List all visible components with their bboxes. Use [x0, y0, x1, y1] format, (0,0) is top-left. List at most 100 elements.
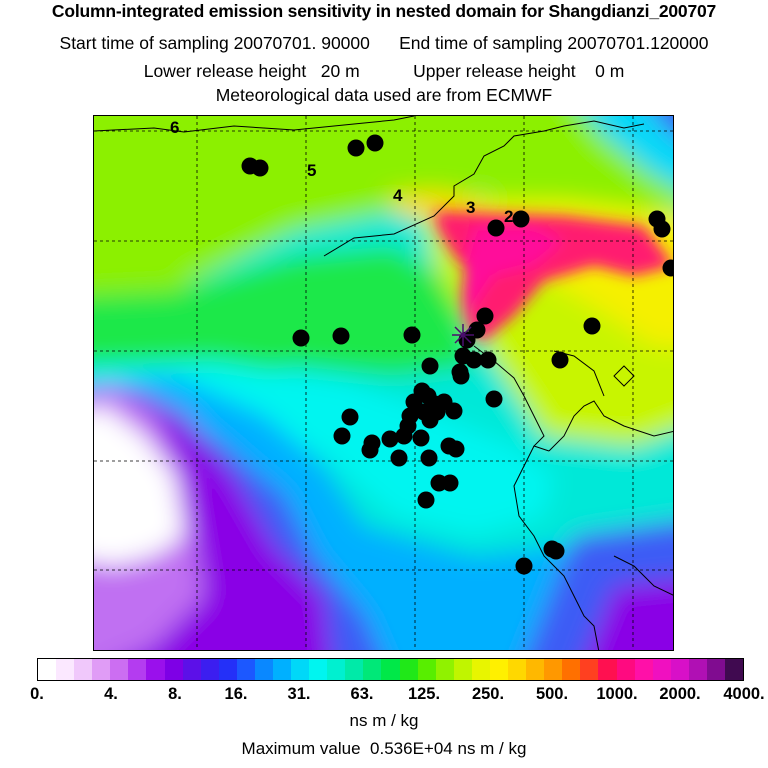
source-marker	[452, 367, 470, 385]
source-marker	[487, 219, 505, 237]
color-scale-tick-label: 31.	[287, 685, 311, 703]
color-swatch	[598, 659, 617, 680]
color-swatch	[544, 659, 563, 680]
upper-value: 0 m	[595, 61, 625, 81]
receptor-station-icon	[452, 324, 474, 346]
source-marker	[366, 134, 384, 152]
color-swatch	[327, 659, 346, 680]
source-marker	[412, 429, 430, 447]
color-swatch	[254, 659, 274, 680]
source-marker	[445, 402, 463, 420]
color-scale-bar	[37, 658, 744, 681]
release-heights: Lower release height 20 m Upper release …	[0, 61, 768, 82]
source-marker	[361, 441, 379, 459]
source-marker	[381, 430, 399, 448]
emission-field	[94, 116, 673, 650]
sampling-times: Start time of sampling 20070701. 90000 E…	[0, 33, 768, 54]
color-swatch	[182, 659, 201, 680]
color-swatch	[38, 659, 57, 680]
color-swatch	[74, 659, 93, 680]
color-swatch	[218, 659, 237, 680]
color-swatch	[345, 659, 364, 680]
color-scale-tick-label: 0.	[30, 685, 44, 703]
emission-source-markers	[241, 134, 673, 575]
source-marker	[417, 491, 435, 509]
source-marker	[332, 327, 350, 345]
source-marker	[333, 427, 351, 445]
lower-value: 20 m	[320, 61, 360, 81]
color-scale-tick-label: 500.	[535, 685, 569, 703]
color-swatch	[128, 659, 147, 680]
color-swatch	[489, 659, 509, 680]
max-label: Maximum value	[241, 739, 361, 758]
day-label-4: 4	[393, 186, 403, 205]
color-scale-tick-label: 4000.	[723, 685, 765, 703]
end-value: 20070701.120000	[567, 33, 709, 53]
start-label: Start time of sampling	[59, 33, 229, 53]
source-marker	[390, 449, 408, 467]
color-scale-tick-label: 63.	[350, 685, 374, 703]
lower-label: Lower release height	[143, 61, 307, 81]
color-swatch	[164, 659, 183, 680]
color-swatch	[724, 659, 744, 680]
color-swatch	[110, 659, 129, 680]
plot-title: Column-integrated emission sensitivity i…	[51, 1, 717, 21]
color-swatch	[56, 659, 75, 680]
color-swatch	[92, 659, 111, 680]
day-label-6: 6	[170, 118, 179, 137]
color-scale-tick-label: 250.	[471, 685, 505, 703]
color-swatch	[706, 659, 725, 680]
color-swatch	[562, 659, 581, 680]
max-value: 0.536E+04	[370, 739, 453, 758]
color-scale-tick-label: 125.	[407, 685, 441, 703]
source-marker	[341, 408, 359, 426]
color-scale-units: ns m / kg	[349, 711, 419, 730]
color-swatch	[146, 659, 165, 680]
source-marker	[465, 351, 483, 369]
map-svg: 6 5 4 3 2	[94, 116, 673, 650]
color-swatch	[200, 659, 219, 680]
source-marker	[447, 440, 465, 458]
source-marker	[420, 449, 438, 467]
color-swatch	[363, 659, 382, 680]
source-marker	[441, 474, 459, 492]
source-marker	[512, 210, 530, 228]
color-swatch	[381, 659, 400, 680]
source-marker	[485, 390, 503, 408]
color-swatch	[634, 659, 653, 680]
backtrajectory-day-labels: 6 5 4 3 2	[170, 118, 513, 226]
source-marker	[403, 326, 421, 344]
color-swatch	[580, 659, 599, 680]
end-label: End time of sampling	[399, 33, 563, 53]
source-marker	[251, 159, 269, 177]
source-marker	[347, 139, 365, 157]
color-swatch	[417, 659, 436, 680]
color-swatch	[508, 659, 527, 680]
color-scale-tick-label: 4.	[104, 685, 118, 703]
source-marker	[476, 307, 494, 325]
high-sensitivity-plume	[434, 211, 673, 341]
source-marker	[547, 542, 565, 560]
upper-label: Upper release height	[413, 61, 576, 81]
color-scale-tick-label: 1000.	[596, 685, 638, 703]
source-marker	[421, 357, 439, 375]
color-swatch	[236, 659, 255, 680]
day-label-5: 5	[307, 161, 316, 180]
color-swatch	[616, 659, 635, 680]
color-scale-tick-label: 16.	[224, 685, 248, 703]
source-marker	[479, 351, 497, 369]
color-swatch	[471, 659, 490, 680]
color-swatch	[291, 659, 310, 680]
color-swatch	[453, 659, 472, 680]
color-swatch	[273, 659, 292, 680]
met-data-note: Meteorological data used are from ECMWF	[215, 85, 553, 105]
day-label-3: 3	[466, 198, 475, 217]
color-swatch	[435, 659, 454, 680]
source-marker	[292, 329, 310, 347]
day-label-2: 2	[504, 207, 513, 226]
color-swatch	[399, 659, 418, 680]
source-marker	[515, 557, 533, 575]
color-scale-tick-label: 2000.	[659, 685, 701, 703]
color-swatch	[652, 659, 671, 680]
start-value: 20070701. 90000	[233, 33, 370, 53]
